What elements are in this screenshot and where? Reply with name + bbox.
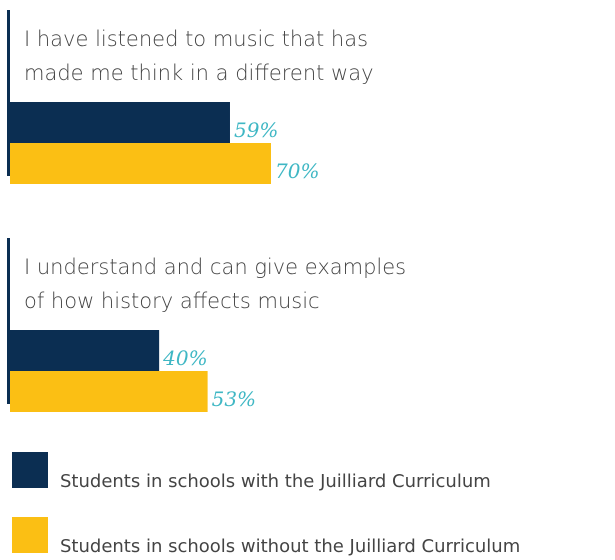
bar-group-1: I have listened to music that has made me… — [7, 10, 374, 184]
legend-item-without: Students in schools without the Juilliar… — [12, 517, 520, 557]
legend-label-with: Students in schools with the Juilliard C… — [60, 471, 491, 492]
axis-line — [7, 238, 10, 404]
question-line: of how history affects music — [24, 289, 320, 313]
data-label: 40% — [162, 346, 207, 370]
bar-group-2: I understand and can give examples of how… — [7, 238, 406, 412]
chart: I have listened to music that has made me… — [7, 10, 406, 412]
legend-item-with: Students in schools with the Juilliard C… — [12, 452, 491, 492]
bar-with — [10, 330, 160, 371]
bar-without — [10, 371, 208, 412]
bar-without — [10, 143, 271, 184]
question-line: I understand and can give examples — [24, 255, 406, 279]
bar-with — [10, 102, 230, 143]
legend-label-without: Students in schools without the Juilliar… — [60, 536, 521, 557]
question-line: made me think in a different way — [24, 61, 374, 85]
axis-line — [7, 10, 10, 176]
data-label: 70% — [275, 159, 319, 183]
legend-swatch-without — [12, 517, 48, 553]
data-label: 53% — [212, 387, 256, 411]
data-label: 59% — [234, 118, 278, 142]
question-line: I have listened to music that has — [24, 27, 368, 51]
legend-swatch-with — [12, 452, 48, 488]
